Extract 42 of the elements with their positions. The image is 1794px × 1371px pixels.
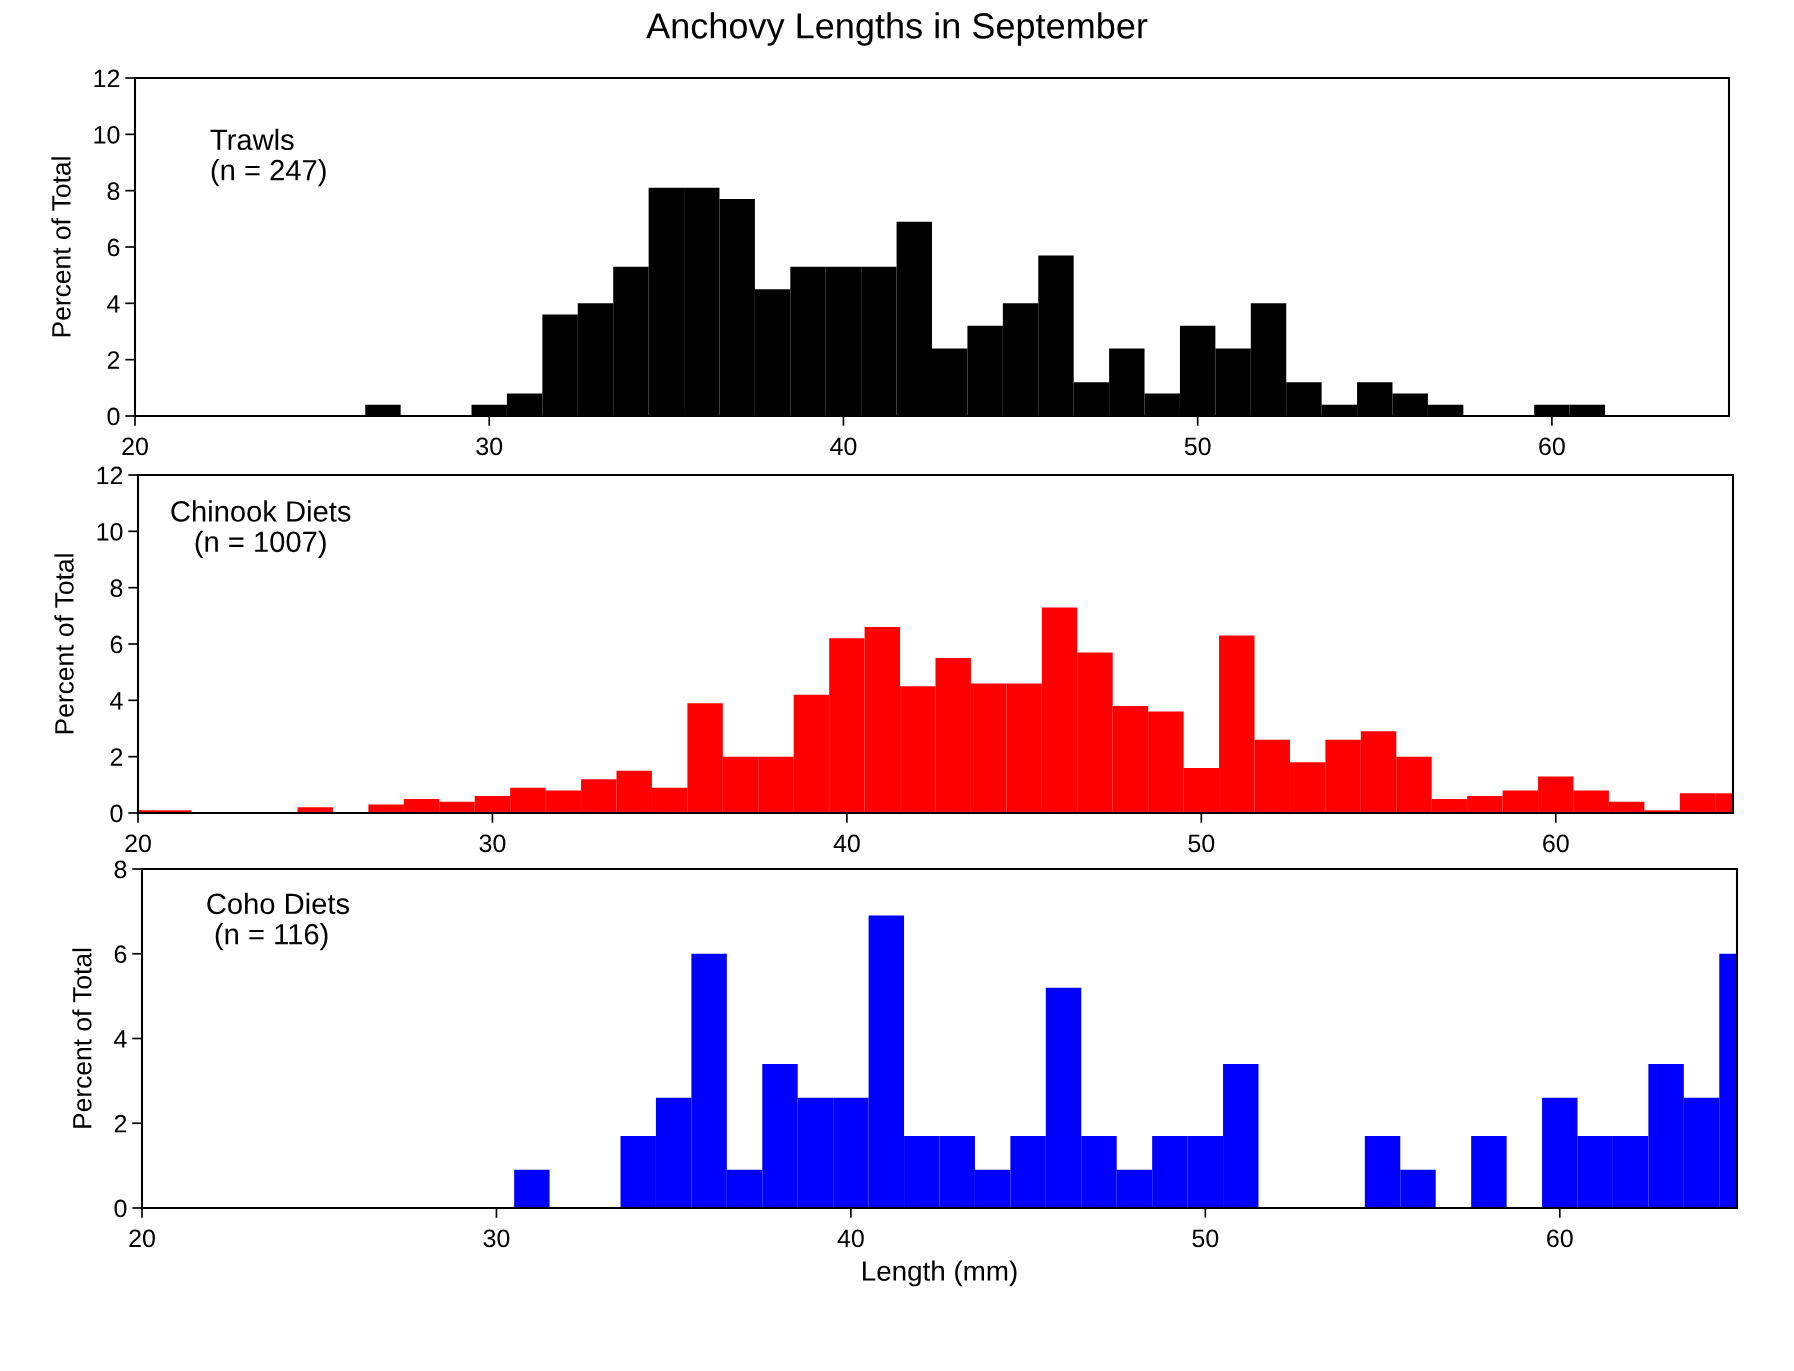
y-tick-label: 6 [114,945,127,964]
y-tick-label: 0 [107,407,120,426]
y-tick-label: 10 [94,125,120,144]
y-tick-label: 8 [114,860,127,879]
x-tick-label: 30 [479,834,506,853]
y-tick-label: 4 [107,295,120,313]
x-tick-label: 60 [1539,437,1565,456]
y-tick-label: 10 [97,522,123,541]
x-tick-label: 20 [129,1229,155,1248]
x-tick-label: 30 [476,437,503,456]
y-tick-label: 0 [114,1199,127,1218]
y-axis-title: Percent of Total [51,157,71,337]
y-axis-title: Percent of Total [54,554,74,734]
x-tick-label: 40 [830,437,857,456]
y-tick-label: 12 [97,466,123,485]
y-tick-label: 6 [107,238,120,257]
x-tick-label: 50 [1188,834,1215,853]
y-tick-label: 0 [110,804,123,823]
annotation: Trawls (n = 247) [210,128,326,187]
x-tick-label: 30 [483,1229,510,1248]
x-tick-label: 50 [1192,1229,1219,1248]
y-tick-label: 4 [110,692,123,710]
y-tick-label: 2 [114,1114,127,1133]
y-tick-label: 6 [110,635,123,654]
annotation: Coho Diets (n = 116) [207,892,350,951]
x-tick-label: 20 [125,834,151,853]
x-axis-title: Length (mm) [863,1260,1017,1287]
y-tick-label: 12 [94,69,120,88]
x-tick-label: 20 [122,437,148,456]
x-tick-label: 50 [1184,437,1211,456]
annotation: Chinook Diets (n = 1007) [171,500,351,558]
x-tick-label: 60 [1543,834,1569,853]
y-tick-label: 8 [110,579,123,597]
y-axis-title: Percent of Total [72,948,92,1128]
x-tick-label: 40 [833,834,860,853]
x-tick-label: 40 [837,1229,864,1248]
y-tick-label: 2 [107,351,120,369]
y-tick-label: 4 [114,1030,127,1048]
y-tick-label: 2 [110,748,123,766]
x-tick-label: 60 [1547,1229,1573,1248]
chart-title: Anchovy Lengths in September [646,12,1148,46]
y-tick-label: 8 [107,182,120,200]
